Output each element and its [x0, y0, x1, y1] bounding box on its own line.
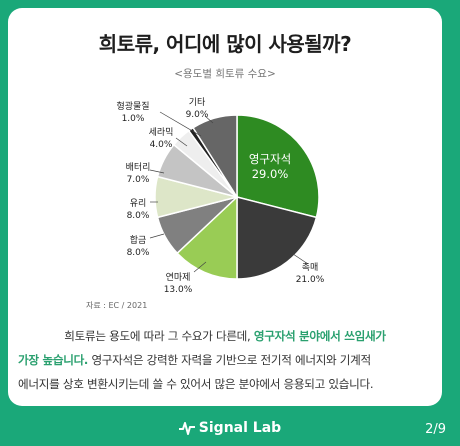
- slice-value-label: 4.0%: [150, 140, 173, 150]
- slice-value-label: 13.0%: [164, 285, 193, 295]
- content-card: 희토류, 어디에 많이 사용될까? <용도별 희토류 수요> 영구자석 29.0%…: [8, 8, 442, 406]
- slice-label: 연마제: [166, 272, 191, 283]
- pie-slice: [236, 196, 318, 280]
- slice-value-label: 29.0%: [252, 167, 289, 181]
- slice-label: 형광물질: [116, 100, 149, 112]
- leader-line: [149, 233, 165, 239]
- leader-line: [149, 169, 165, 174]
- brand: Signal Lab: [0, 420, 460, 436]
- leader-line: [193, 261, 207, 273]
- brand-name: Signal Lab: [198, 420, 282, 436]
- slice-label: 세라믹: [149, 126, 174, 138]
- leader-line: [204, 115, 214, 124]
- pie-slice: [236, 114, 320, 219]
- chart-subtitle: <용도별 희토류 수요>: [174, 68, 276, 80]
- source-note: 자료 : EC / 2021: [86, 301, 148, 310]
- page-title: 희토류, 어디에 많이 사용될까?: [98, 32, 352, 56]
- slice-value-label: 8.0%: [127, 211, 150, 221]
- slice-label: 영구자석: [249, 152, 291, 166]
- slice-value-label: 1.0%: [122, 114, 145, 124]
- slice-value-label: 7.0%: [127, 175, 150, 185]
- page-indicator: 2/9: [425, 422, 446, 437]
- signal-pulse-icon: [177, 422, 196, 435]
- leader-line: [292, 253, 309, 265]
- footer: Signal Lab 2/9: [0, 414, 460, 442]
- slice-value-label: 9.0%: [186, 110, 209, 120]
- slice-label: 합금: [130, 235, 147, 246]
- leader-line: [175, 137, 188, 147]
- description-line-1: 희토류는 용도에 따라 그 수요가 다른데, 영구자석 분야에서 쓰임새가: [64, 329, 386, 343]
- slice-label: 기타: [189, 97, 206, 108]
- leader-line: [159, 111, 202, 137]
- slice-label: 촉매: [302, 262, 319, 273]
- pie-slice: [192, 114, 238, 200]
- slice-label: 배터리: [126, 162, 151, 173]
- slice-label: 유리: [130, 198, 147, 209]
- slice-value-label: 8.0%: [127, 248, 150, 258]
- pie-slice: [176, 195, 238, 280]
- slice-value-label: 21.0%: [296, 275, 325, 285]
- description-line-3: 에너지를 상호 변환시키는데 쓸 수 있어서 많은 분야에서 응용되고 있습니다…: [18, 377, 374, 391]
- description-line-2: 가장 높습니다. 영구자석은 강력한 자력을 기반으로 전기적 에너지와 기계적: [18, 353, 371, 367]
- description: 희토류는 용도에 따라 그 수요가 다른데, 영구자석 분야에서 쓰임새가 가장…: [16, 324, 434, 396]
